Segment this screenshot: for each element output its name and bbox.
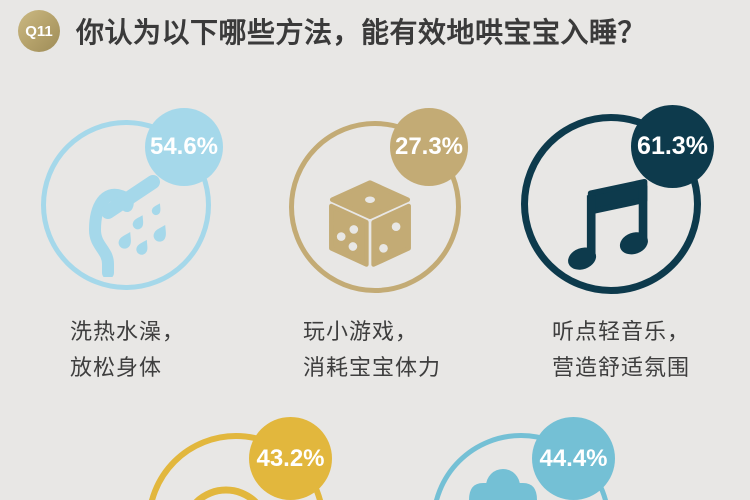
item-circle-dice — [289, 121, 461, 293]
value-badge-shower: 54.6% — [145, 108, 223, 186]
value-label: 61.3% — [637, 132, 708, 160]
value-badge-dice: 27.3% — [390, 108, 468, 186]
item-circle-music — [521, 114, 701, 294]
value-label: 44.4% — [539, 444, 608, 472]
item-label-dice: 玩小游戏， 消耗宝宝体力 — [303, 319, 442, 380]
item-circle-shower — [41, 120, 211, 290]
value-label: 43.2% — [256, 444, 325, 472]
dice-icon — [329, 180, 411, 267]
item-label-music: 听点轻音乐， 营造舒适氛围 — [552, 319, 691, 380]
music-note-icon — [568, 178, 648, 270]
value-label: 54.6% — [149, 133, 219, 160]
header: Q11 你认为以下哪些方法，能有效地哄宝宝入睡？ — [18, 10, 646, 52]
question-number: Q11 — [25, 22, 53, 40]
person-icon — [469, 469, 537, 500]
shower-icon — [88, 175, 166, 277]
circle-arc-icon — [193, 486, 259, 500]
value-label: 27.3% — [394, 133, 464, 160]
item-label-shower: 洗热水澡， 放松身体 — [70, 319, 186, 380]
value-badge-music: 61.3% — [631, 105, 714, 188]
value-badge-bottom-right: 44.4% — [532, 417, 615, 500]
page-title: 你认为以下哪些方法，能有效地哄宝宝入睡？ — [76, 17, 647, 48]
value-badge-bottom-left: 43.2% — [249, 417, 332, 500]
question-number-badge: Q11 — [18, 10, 60, 52]
